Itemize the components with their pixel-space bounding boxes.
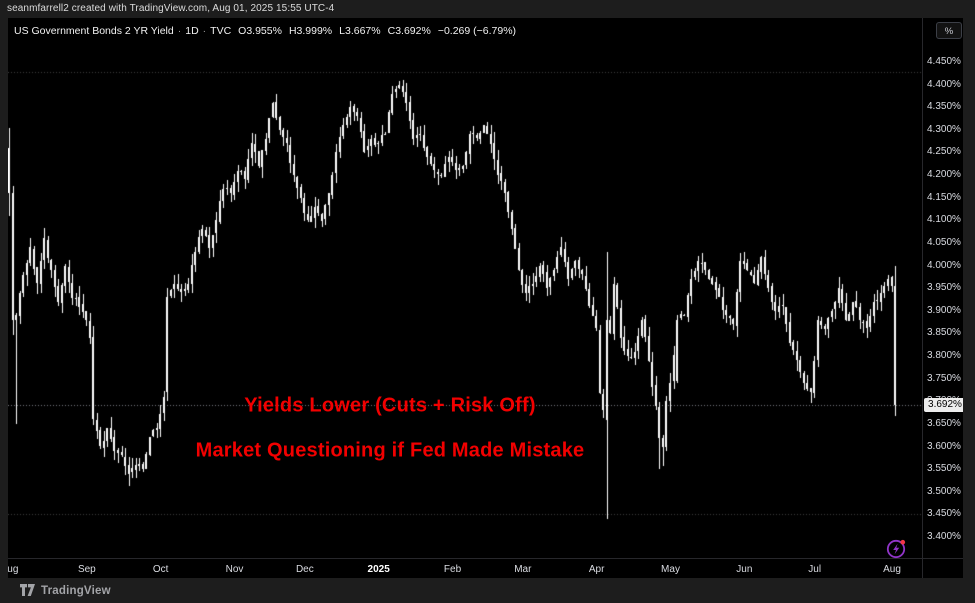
ohlc-close: C3.692% xyxy=(387,25,431,37)
price-tick-label: 4.350% xyxy=(927,101,961,113)
current-price-label: 3.692% xyxy=(924,397,963,412)
time-tick-label: May xyxy=(661,564,680,575)
symbol-title[interactable]: US Government Bonds 2 YR Yield xyxy=(14,25,174,37)
time-tick-label: Dec xyxy=(295,564,314,575)
legend-separator: · xyxy=(177,25,182,37)
ohlc-open: O3.955% xyxy=(238,25,282,37)
chart-pane[interactable]: US Government Bonds 2 YR Yield · 1D · TVC O3.… xyxy=(8,18,963,578)
ohlc-high: H3.999% xyxy=(288,25,333,37)
time-axis-divider xyxy=(8,558,963,559)
time-tick-label: Oct xyxy=(152,564,169,575)
exchange-label: TVC xyxy=(210,25,232,37)
price-tick-label: 3.750% xyxy=(927,372,961,384)
annotation-text-line2[interactable]: Market Questioning if Fed Made Mistake xyxy=(195,439,585,462)
price-tick-label: 4.050% xyxy=(927,236,961,248)
legend-separator: · xyxy=(202,25,207,37)
interval-label[interactable]: 1D xyxy=(185,25,199,37)
time-tick-label: Jul xyxy=(808,564,822,575)
price-tick-label: 3.800% xyxy=(927,350,961,362)
time-tick-label: 2025 xyxy=(367,564,390,575)
symbol-legend: US Government Bonds 2 YR Yield · 1D · TVC O3.… xyxy=(14,23,516,39)
price-axis-divider xyxy=(922,18,923,578)
price-tick-label: 4.200% xyxy=(927,169,961,181)
time-tick-label: Sep xyxy=(77,564,96,575)
price-tick-label: 3.850% xyxy=(927,327,961,339)
lightning-events-icon[interactable] xyxy=(885,537,909,561)
time-tick-label: Feb xyxy=(443,564,462,575)
candlestick-canvas[interactable] xyxy=(8,18,922,558)
notification-badge-dot xyxy=(900,539,906,545)
time-tick-label: Aug xyxy=(8,564,19,575)
price-tick-label: 3.950% xyxy=(927,282,961,294)
price-tick-label: 4.100% xyxy=(927,214,961,226)
attribution-bar: seanmfarrell2 created with TradingView.c… xyxy=(0,0,975,18)
price-tick-label: 3.500% xyxy=(927,485,961,497)
footer-bar: TradingView xyxy=(0,578,975,603)
time-tick-label: Jun xyxy=(736,564,753,575)
tradingview-brand-text[interactable]: TradingView xyxy=(41,584,111,597)
lightning-bolt-glyph xyxy=(893,543,900,555)
price-tick-label: 4.300% xyxy=(927,123,961,135)
annotation-text-line1[interactable]: Yields Lower (Cuts + Risk Off) xyxy=(244,394,536,417)
time-tick-label: Mar xyxy=(514,564,532,575)
price-tick-label: 3.400% xyxy=(927,530,961,542)
time-tick-label: Aug xyxy=(883,564,901,575)
price-tick-label: 4.250% xyxy=(927,146,961,158)
attribution-text: seanmfarrell2 created with TradingView.c… xyxy=(7,3,335,14)
price-tick-label: 4.000% xyxy=(927,259,961,271)
price-tick-label: 3.600% xyxy=(927,440,961,452)
price-tick-label: 3.650% xyxy=(927,417,961,429)
ohlc-low: L3.667% xyxy=(339,25,381,37)
price-tick-label: 3.900% xyxy=(927,304,961,316)
price-tick-label: 3.550% xyxy=(927,463,961,475)
price-tick-label: 4.400% xyxy=(927,78,961,90)
events-icon-circle xyxy=(886,539,906,559)
price-tick-label: 4.450% xyxy=(927,56,961,67)
price-tick-label: 3.450% xyxy=(927,508,961,520)
price-tick-label: 4.150% xyxy=(927,191,961,203)
percent-scale-button[interactable]: % xyxy=(936,22,962,39)
change-value: −0.269 (−6.79%) xyxy=(437,25,517,37)
tradingview-logo-icon[interactable] xyxy=(20,584,35,597)
time-tick-label: Nov xyxy=(225,564,244,575)
time-tick-label: Apr xyxy=(588,564,605,575)
